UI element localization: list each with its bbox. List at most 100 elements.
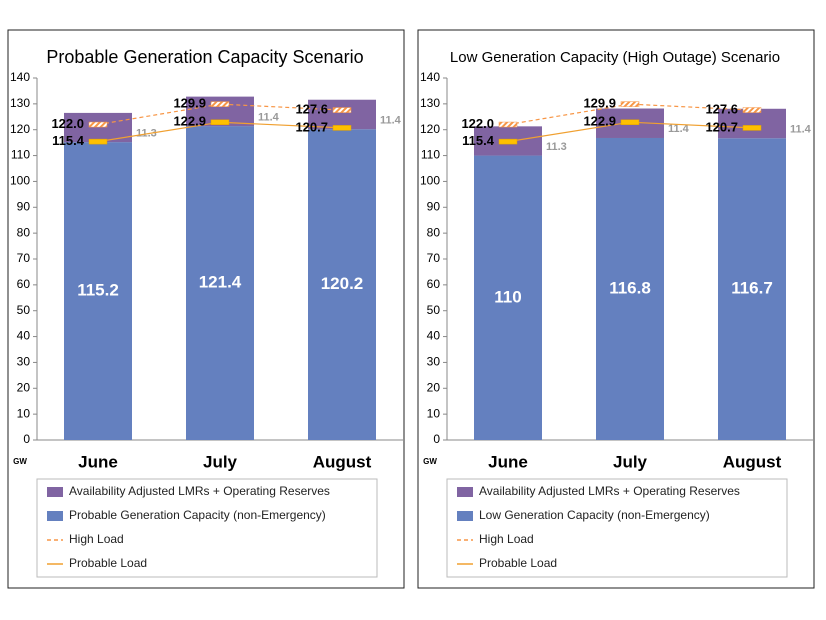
y-tick-label: 100 [420, 174, 440, 188]
load-marker [620, 101, 640, 107]
legend-label: Availability Adjusted LMRs + Operating R… [69, 484, 330, 498]
load-marker [332, 125, 352, 131]
y-tick-label: 60 [17, 277, 31, 291]
load-marker [210, 101, 230, 107]
legend-label: Availability Adjusted LMRs + Operating R… [479, 484, 740, 498]
load-line [507, 103, 753, 126]
load-marker [332, 107, 352, 113]
x-tick-label: July [613, 452, 648, 471]
y-tick-label: 80 [427, 225, 441, 239]
y-tick-label: 130 [420, 96, 440, 110]
load-marker [742, 125, 762, 131]
bar [596, 137, 664, 440]
legend-label: High Load [69, 532, 124, 546]
bar [718, 138, 786, 441]
y-tick-label: 140 [10, 70, 30, 84]
bar-value-label: 116.7 [731, 279, 773, 298]
chart-title: Probable Generation Capacity Scenario [46, 47, 363, 67]
legend-box [446, 478, 788, 578]
load-value-label: 115.4 [462, 133, 495, 148]
y-tick-label: 30 [17, 355, 31, 369]
x-tick-label: August [313, 452, 372, 471]
legend-swatch [47, 511, 63, 521]
bar-value-label: 120.2 [321, 274, 364, 293]
legend-box [36, 478, 378, 578]
y-tick-label: 50 [17, 303, 31, 317]
y-tick-label: 20 [427, 380, 441, 394]
panel-frame [417, 29, 815, 589]
x-tick-label: August [723, 452, 782, 471]
legend-label: Probable Load [479, 556, 557, 570]
y-tick-label: 0 [23, 432, 30, 446]
bar [64, 112, 132, 143]
y-tick-label: 30 [427, 355, 441, 369]
load-marker [88, 138, 108, 145]
y-tick-label: 70 [17, 251, 31, 265]
y-tick-label: 120 [10, 122, 30, 136]
y-tick-label: 20 [17, 380, 31, 394]
bar-value-label: 116.8 [609, 278, 651, 297]
bar-value-label: 11.4 [258, 111, 280, 123]
legend-label: High Load [479, 532, 534, 546]
chart-title: Low Generation Capacity (High Outage) Sc… [450, 49, 780, 66]
load-line [97, 103, 343, 126]
load-value-label: 122.9 [583, 114, 616, 129]
y-tick-label: 40 [17, 329, 31, 343]
load-value-label: 120.7 [295, 119, 328, 134]
y-tick-label: 110 [421, 148, 440, 162]
load-value-label: 129.9 [173, 96, 206, 111]
bar [186, 126, 254, 440]
y-axis-label: GW [423, 457, 437, 466]
y-tick-label: 120 [420, 122, 440, 136]
load-value-label: 122.0 [51, 116, 84, 131]
bar-value-label: 11.4 [668, 123, 690, 135]
y-tick-label: 10 [427, 406, 441, 420]
bar [64, 142, 132, 440]
load-marker [88, 121, 108, 128]
load-marker [620, 119, 640, 125]
legend-label: Probable Load [69, 556, 147, 570]
load-marker [498, 121, 518, 128]
load-value-label: 122.0 [461, 116, 494, 131]
load-value-label: 115.4 [52, 133, 85, 148]
legend-swatch [457, 511, 473, 521]
y-tick-label: 80 [17, 225, 31, 239]
y-tick-label: 130 [10, 96, 30, 110]
x-tick-label: July [203, 452, 238, 471]
load-value-label: 127.6 [295, 102, 328, 117]
load-value-label: 129.9 [583, 96, 616, 111]
bar-value-label: 11.4 [790, 123, 812, 135]
legend-swatch [47, 487, 63, 497]
load-value-label: 122.9 [173, 114, 206, 129]
load-value-label: 120.7 [705, 119, 738, 134]
load-marker [498, 138, 518, 145]
bar-value-label: 11.3 [546, 141, 567, 153]
bar-value-label: 115.2 [77, 281, 119, 300]
y-tick-label: 90 [17, 199, 31, 213]
y-tick-label: 100 [10, 174, 30, 188]
load-marker [210, 119, 230, 125]
bar [308, 99, 376, 130]
legend-label: Probable Generation Capacity (non-Emerge… [69, 508, 326, 522]
legend-label: Low Generation Capacity (non-Emergency) [479, 508, 710, 522]
y-tick-label: 70 [427, 251, 441, 265]
y-tick-label: 140 [420, 70, 440, 84]
y-axis-label: GW [13, 457, 27, 466]
bar [474, 155, 542, 441]
bar-value-label: 11.4 [380, 114, 402, 126]
legend-swatch [457, 487, 473, 497]
bar-value-label: 121.4 [199, 273, 242, 292]
y-tick-label: 0 [433, 432, 440, 446]
load-value-label: 127.6 [705, 102, 738, 117]
y-tick-label: 10 [17, 406, 31, 420]
y-tick-label: 40 [427, 329, 441, 343]
x-tick-label: June [78, 452, 118, 471]
y-tick-label: 90 [427, 199, 441, 213]
y-tick-label: 110 [11, 148, 30, 162]
x-tick-label: June [488, 452, 528, 471]
bar [308, 129, 376, 440]
load-marker [742, 107, 762, 113]
y-tick-label: 60 [427, 277, 441, 291]
bar-value-label: 110 [494, 287, 521, 306]
